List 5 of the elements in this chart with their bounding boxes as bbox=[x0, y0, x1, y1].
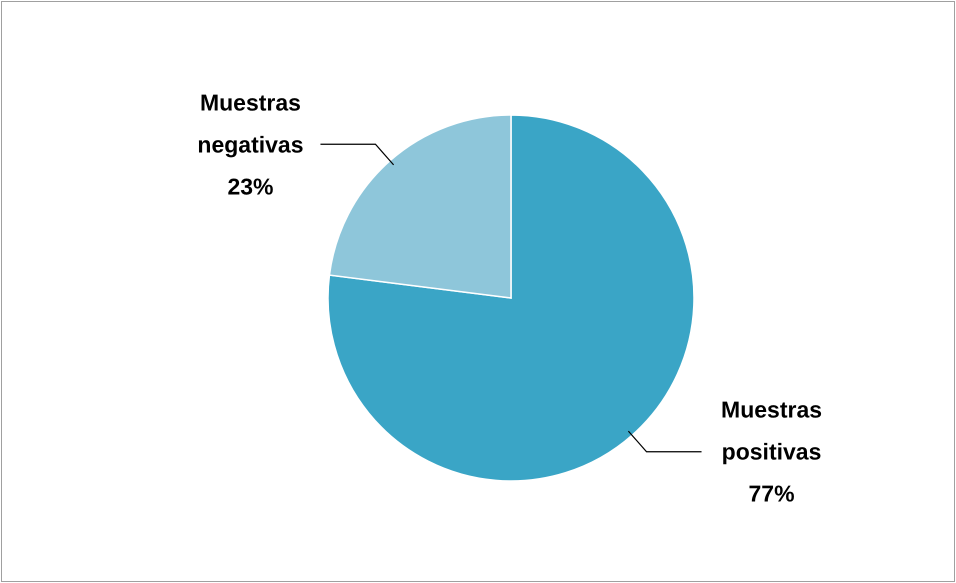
slice-label: Muestras negativas bbox=[197, 89, 304, 158]
slice-label: Muestras positivas bbox=[721, 396, 822, 465]
pie-slice bbox=[327, 114, 695, 482]
data-label: 77% bbox=[748, 480, 795, 507]
data-label: 23% bbox=[227, 173, 274, 200]
